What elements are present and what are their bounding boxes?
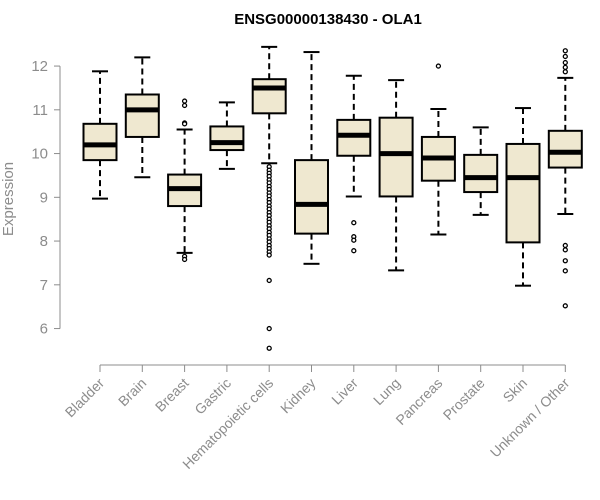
outlier-point: [562, 268, 568, 274]
outlier-point: [266, 345, 272, 351]
outlier-point: [435, 63, 442, 69]
y-axis-label: Expression: [0, 162, 17, 236]
x-tick-label: Prostate: [440, 375, 488, 423]
box-group: [378, 79, 414, 272]
outlier-point: [351, 237, 357, 243]
box-group: [167, 98, 203, 263]
box-group: [420, 63, 456, 236]
y-tick-label: 11: [32, 102, 48, 119]
outlier-point: [562, 247, 568, 253]
box-group: [336, 74, 372, 254]
box-group: [505, 107, 541, 287]
box-iqr: [209, 125, 245, 152]
x-tick-label: Brain: [115, 375, 149, 409]
box-group: [251, 45, 287, 351]
box-group: [463, 126, 499, 216]
outlier-point: [181, 102, 188, 109]
box-iqr: [378, 116, 414, 198]
box-iqr: [463, 153, 499, 194]
x-tick-label: Liver: [328, 375, 361, 408]
box-group: [124, 56, 160, 179]
y-tick-label: 12: [31, 58, 48, 75]
outlier-point: [562, 48, 568, 54]
box-group: [294, 51, 329, 265]
box-iqr: [294, 159, 329, 235]
outlier-point: [181, 121, 188, 127]
outlier-point: [562, 53, 568, 60]
box-iqr: [547, 129, 583, 169]
y-tick-label: 7: [40, 277, 48, 294]
box-group: [82, 70, 118, 200]
outlier-point: [181, 256, 188, 263]
x-tick-label: Kidney: [277, 375, 319, 417]
outlier-point: [562, 258, 568, 264]
outlier-point: [562, 303, 568, 309]
chart-title: ENSG00000138430 - OLA1: [234, 11, 422, 28]
y-tick-label: 10: [31, 146, 48, 163]
box-iqr: [251, 78, 287, 115]
box-group: [547, 48, 583, 309]
outlier-point: [562, 69, 568, 75]
outlier-point: [562, 64, 568, 71]
outlier-point: [562, 242, 568, 249]
box-iqr: [82, 122, 118, 162]
y-tick-label: 6: [40, 321, 48, 338]
y-axis: 6 7 8 9 10 11 12: [31, 58, 61, 338]
outlier-point: [266, 277, 272, 284]
outlier-point: [266, 252, 272, 258]
box-iqr: [505, 142, 541, 244]
box-group: [209, 101, 245, 170]
y-tick-label: 9: [40, 189, 48, 206]
box-iqr: [336, 118, 372, 157]
x-tick-label: Unknown / Other: [487, 375, 573, 461]
x-tick-label: Pancreas: [392, 375, 445, 428]
outlier-point: [562, 59, 568, 66]
x-tick-label: Breast: [152, 375, 192, 415]
outlier-point: [351, 248, 357, 254]
x-tick-label: Lung: [370, 375, 403, 408]
box-iqr: [124, 93, 160, 138]
outlier-point: [181, 98, 188, 104]
boxes-layer: [82, 45, 583, 351]
x-tick-label: Bladder: [62, 375, 108, 421]
y-tick-label: 8: [40, 233, 48, 250]
outlier-point: [266, 325, 272, 332]
outlier-point: [351, 220, 357, 226]
x-tick-label: Skin: [500, 375, 531, 406]
